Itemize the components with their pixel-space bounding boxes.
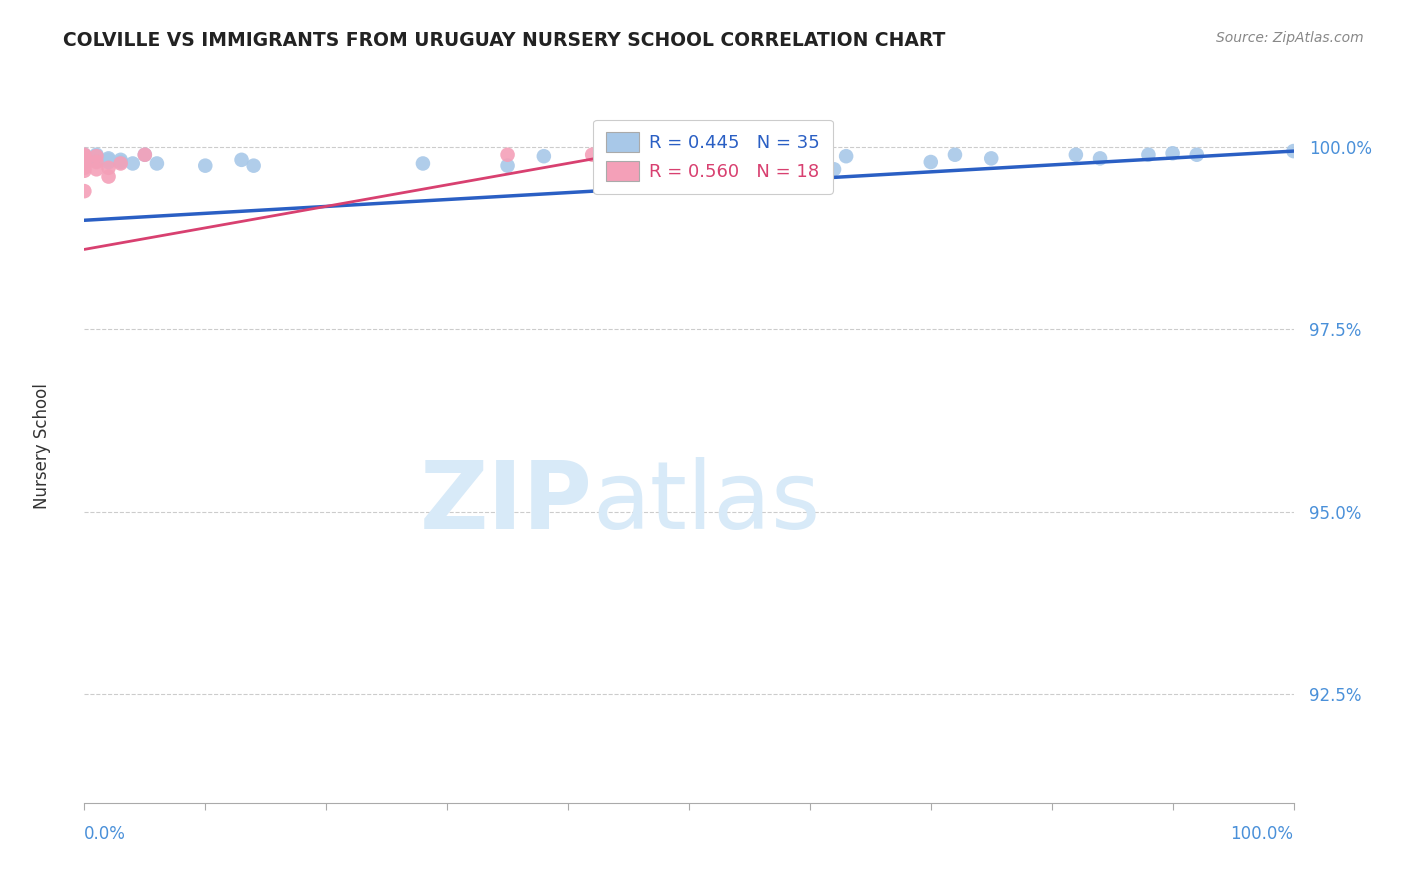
Text: 0.0%: 0.0% xyxy=(84,824,127,843)
Point xyxy=(533,149,555,163)
Point xyxy=(73,152,96,166)
Point xyxy=(97,155,120,169)
Point xyxy=(134,147,156,161)
Point xyxy=(1282,144,1305,158)
Point xyxy=(97,169,120,184)
Point xyxy=(73,159,96,173)
Point xyxy=(738,147,761,161)
Point xyxy=(134,147,156,161)
Point xyxy=(702,149,724,163)
Point xyxy=(73,153,96,168)
Point xyxy=(97,161,120,175)
Point xyxy=(86,153,108,168)
Point xyxy=(231,153,253,167)
Text: 100.0%: 100.0% xyxy=(1230,824,1294,843)
Point xyxy=(980,152,1002,166)
Point xyxy=(1185,147,1208,161)
Point xyxy=(86,155,108,169)
Point xyxy=(97,152,120,166)
Point xyxy=(86,147,108,161)
Point xyxy=(121,156,143,170)
Point xyxy=(1137,147,1160,161)
Text: ZIP: ZIP xyxy=(419,457,592,549)
Point xyxy=(73,184,96,198)
Point xyxy=(97,153,120,167)
Point xyxy=(496,159,519,173)
Point xyxy=(73,156,96,170)
Point xyxy=(73,161,96,175)
Point xyxy=(110,155,132,169)
Text: Nursery School: Nursery School xyxy=(34,383,51,509)
Text: COLVILLE VS IMMIGRANTS FROM URUGUAY NURSERY SCHOOL CORRELATION CHART: COLVILLE VS IMMIGRANTS FROM URUGUAY NURS… xyxy=(63,31,946,50)
Legend: R = 0.445   N = 35, R = 0.560   N = 18: R = 0.445 N = 35, R = 0.560 N = 18 xyxy=(593,120,832,194)
Point xyxy=(835,149,858,163)
Point xyxy=(581,147,603,161)
Point xyxy=(86,149,108,163)
Point xyxy=(73,147,96,161)
Point xyxy=(73,152,96,166)
Point xyxy=(194,159,217,173)
Point xyxy=(1064,147,1087,161)
Point xyxy=(146,156,169,170)
Text: atlas: atlas xyxy=(592,457,821,549)
Point xyxy=(86,152,108,166)
Point xyxy=(73,155,96,169)
Point xyxy=(920,155,942,169)
Point xyxy=(73,163,96,178)
Point xyxy=(943,147,966,161)
Point xyxy=(1161,146,1184,161)
Point xyxy=(110,153,132,167)
Point xyxy=(86,149,108,163)
Point xyxy=(496,147,519,161)
Point xyxy=(73,149,96,163)
Point xyxy=(242,159,264,173)
Point xyxy=(1088,152,1111,166)
Point xyxy=(678,155,700,169)
Point xyxy=(110,156,132,170)
Point xyxy=(73,147,96,161)
Point xyxy=(412,156,434,170)
Point xyxy=(86,162,108,177)
Text: Source: ZipAtlas.com: Source: ZipAtlas.com xyxy=(1216,31,1364,45)
Point xyxy=(823,162,845,177)
